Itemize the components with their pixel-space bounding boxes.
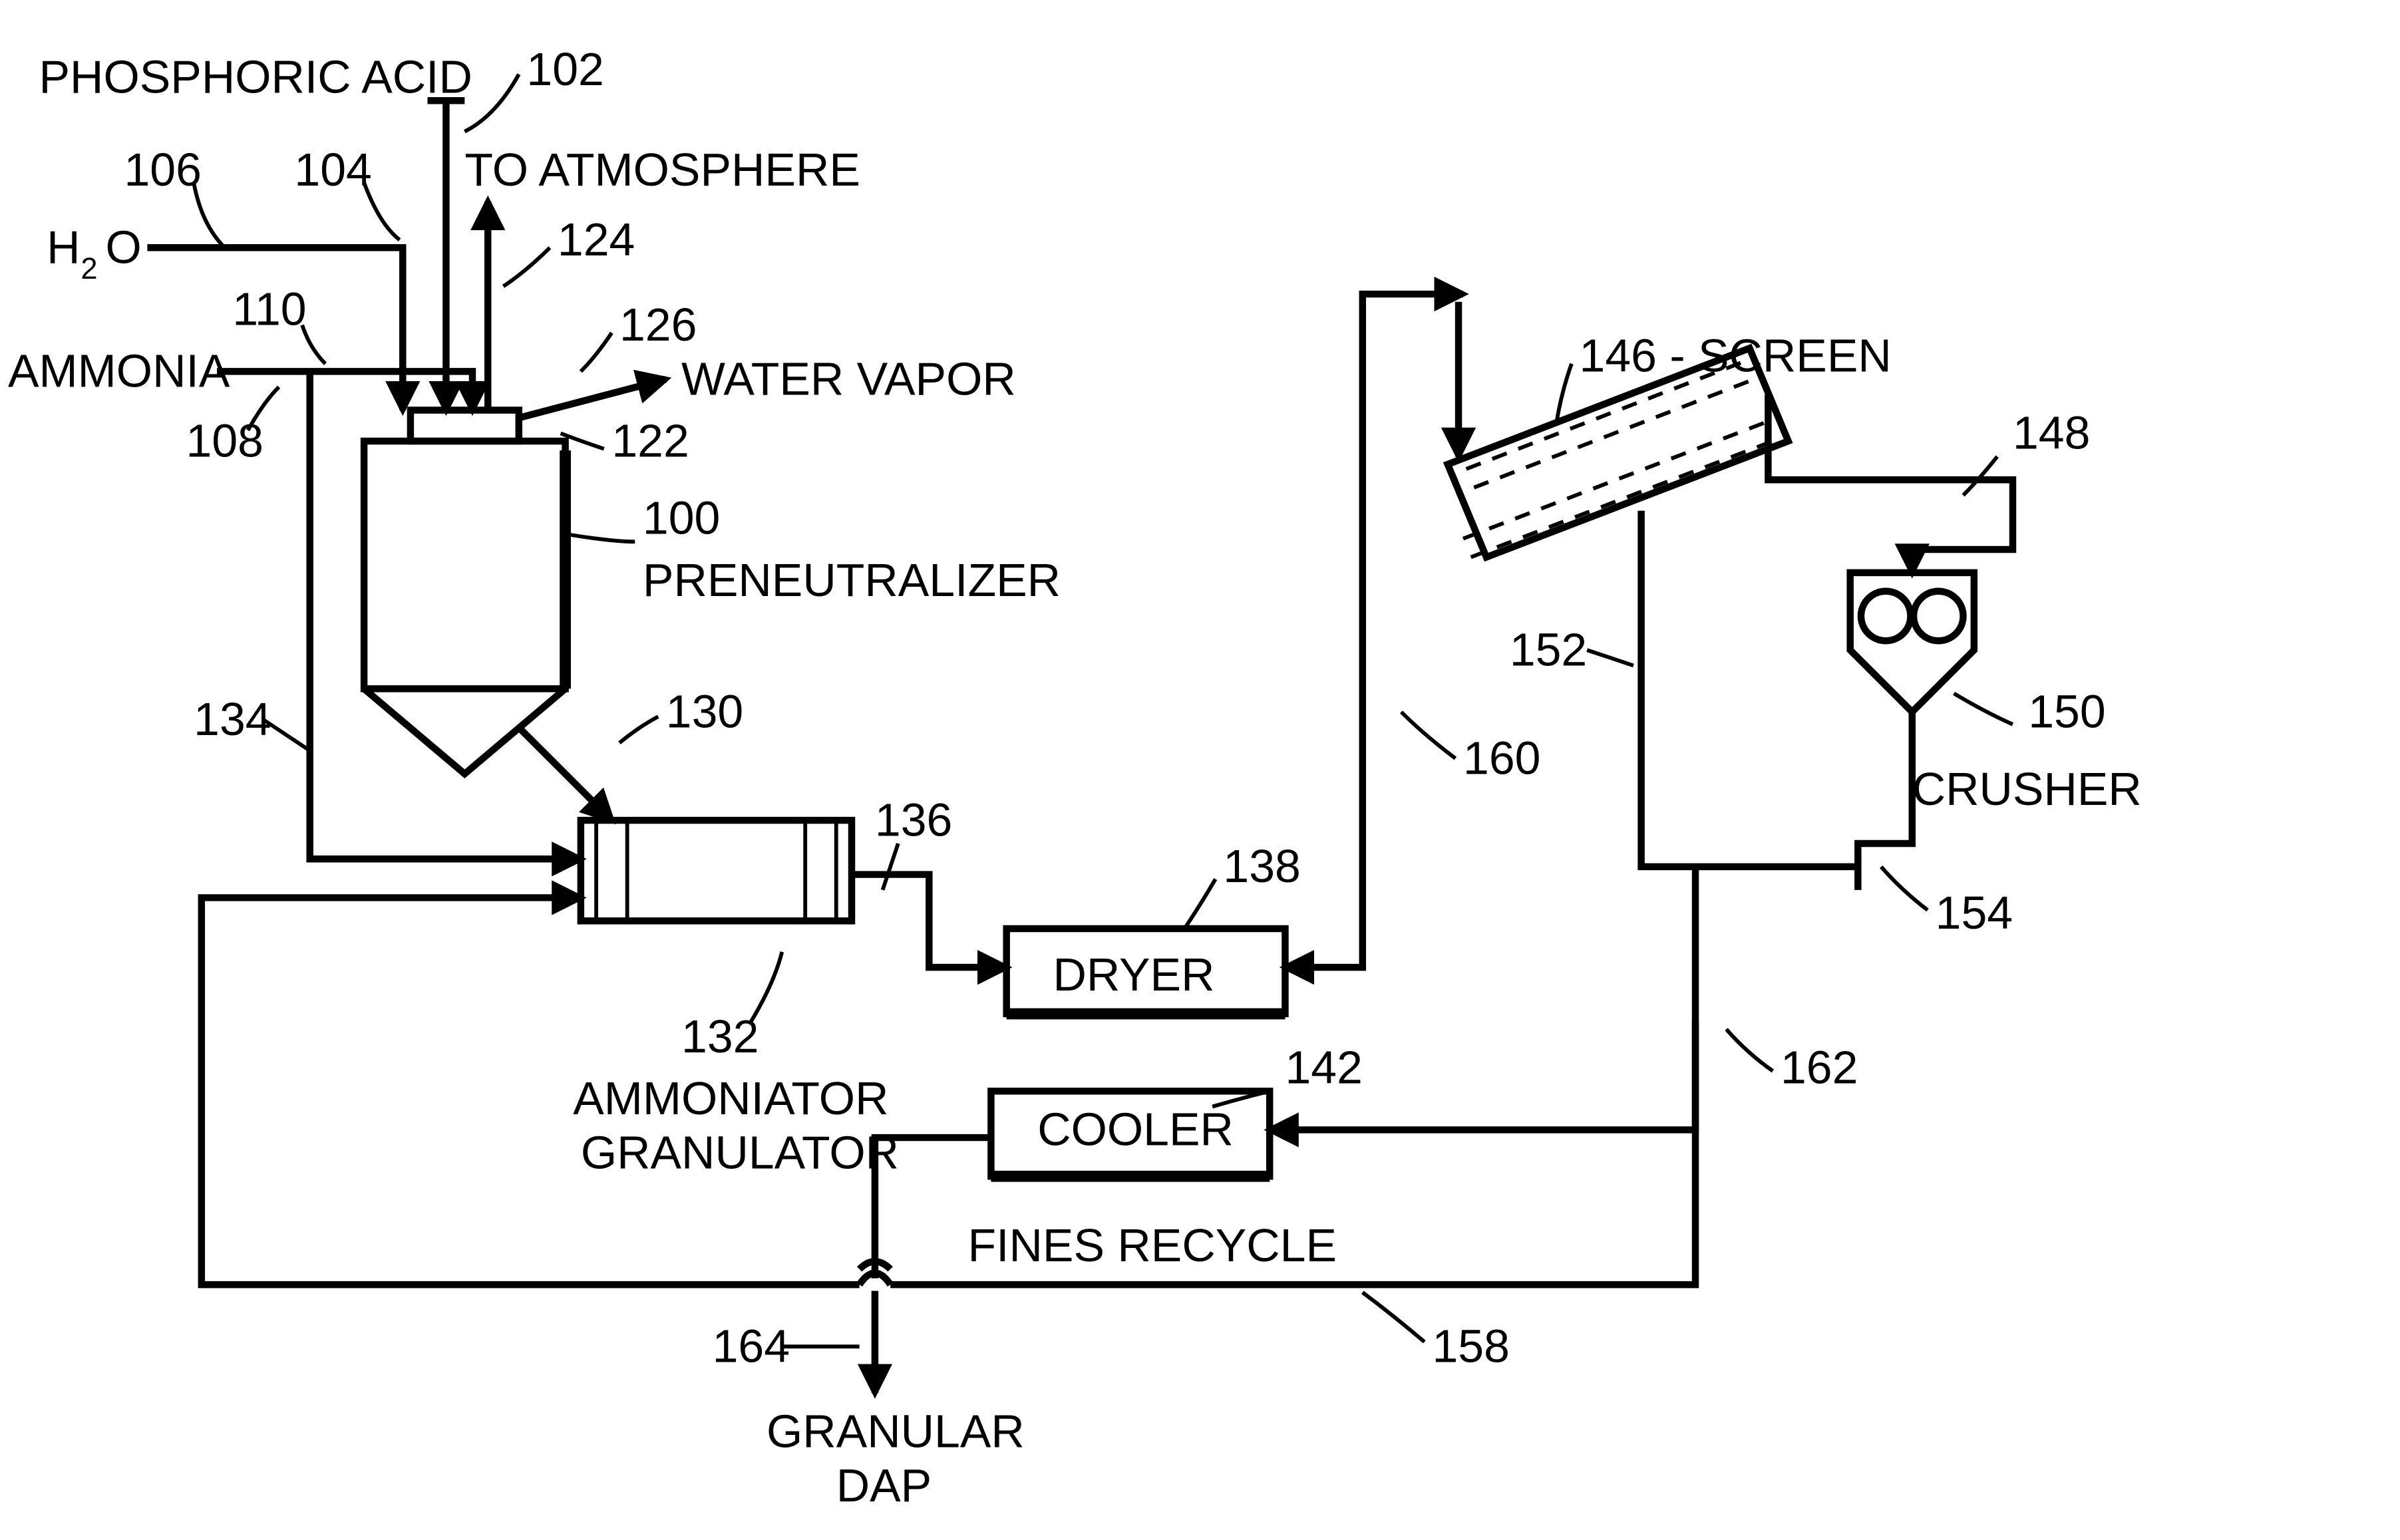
crusher-roll-left [1861,591,1910,641]
leader-l160 [1401,712,1455,758]
leader-l124 [504,247,550,286]
leader-l158 [1363,1293,1425,1342]
label-ref138: 138 [1223,840,1300,892]
label-granulator: GRANULATOR [581,1127,899,1179]
label-ref100: 100 [643,492,720,544]
flow-gran_to_dryer [852,875,1007,968]
leader-l102 [464,75,518,132]
label-ref152: 152 [1510,623,1587,675]
label-ref150: 150 [2028,686,2105,738]
leader-l148 [1964,456,1997,495]
label-crusher: CRUSHER [1912,763,2142,815]
label-preneutralizer: PRENEUTRALIZER [643,554,1061,606]
leader-l150 [1954,693,2013,724]
label-ref162: 162 [1781,1042,1858,1094]
label-ref154: 154 [1936,887,2013,939]
label-cooler: COOLER [1037,1104,1234,1155]
leader-l162 [1727,1029,1773,1071]
leader-l154 [1881,867,1928,910]
label-ref126: 126 [619,299,697,351]
leader-l100 [566,534,635,542]
preneutralizer-body [364,441,565,689]
label-ref130: 130 [666,686,743,738]
label-ref158: 158 [1432,1320,1509,1372]
preneutralizer-neck [411,410,519,442]
label-granular: GRANULAR [767,1405,1025,1457]
leader-l136 [883,844,898,890]
label-ref124: 124 [558,214,635,265]
label-ref136: 136 [875,794,952,846]
screen-deck [1463,361,1773,557]
granulator-body [581,820,852,921]
label-ref142: 142 [1285,1042,1362,1094]
label-ref122: 122 [611,414,689,466]
label-to_atmosphere: TO ATMOSPHERE [464,144,860,196]
leader-l130 [619,716,658,743]
granulator-band-left [596,820,627,921]
label-ammoniator: AMMONIATOR [573,1072,888,1124]
label-h2o_h: H [47,222,80,273]
leader-l138 [1184,879,1216,929]
flow-ammonia_to_pre [217,371,472,410]
flow-screen_mid_down [1641,511,1858,867]
label-ref146: 146 - SCREEN [1580,329,1892,381]
label-h2o_o: O [106,222,142,273]
label-ref110: 110 [232,283,306,335]
flow-dryer_to_screen [1285,294,1463,967]
flow-vapor_out [519,379,666,418]
label-ref132: 132 [681,1010,759,1062]
label-phosphoric_acid: PHOSPHORIC ACID [39,51,472,103]
label-ref108: 108 [186,414,263,466]
label-dryer: DRYER [1053,949,1214,1001]
preneutralizer-cone [364,689,565,774]
label-ref164: 164 [713,1320,790,1372]
label-fines_recycle: FINES RECYCLE [968,1219,1337,1271]
label-h2o_2: 2 [81,251,97,285]
label-ref102: 102 [526,43,603,95]
label-ref148: 148 [2013,407,2090,459]
flow-pre_to_gran [519,728,612,821]
leader-l152 [1587,650,1633,665]
granulator-band-right [805,820,836,921]
label-ref104: 104 [294,144,371,196]
label-ammonia: AMMONIA [8,345,230,397]
label-ref134: 134 [194,693,271,745]
label-ref160: 160 [1463,732,1540,784]
label-dap: DAP [836,1460,932,1511]
crusher-roll-right [1914,591,1963,641]
label-water_vapor: WATER VAPOR [681,353,1016,404]
leader-l126 [581,333,612,371]
flow-crusher_to_mid [1858,712,1912,890]
label-ref106: 106 [124,144,201,196]
flow-fines_recycle_line [202,897,1695,1285]
